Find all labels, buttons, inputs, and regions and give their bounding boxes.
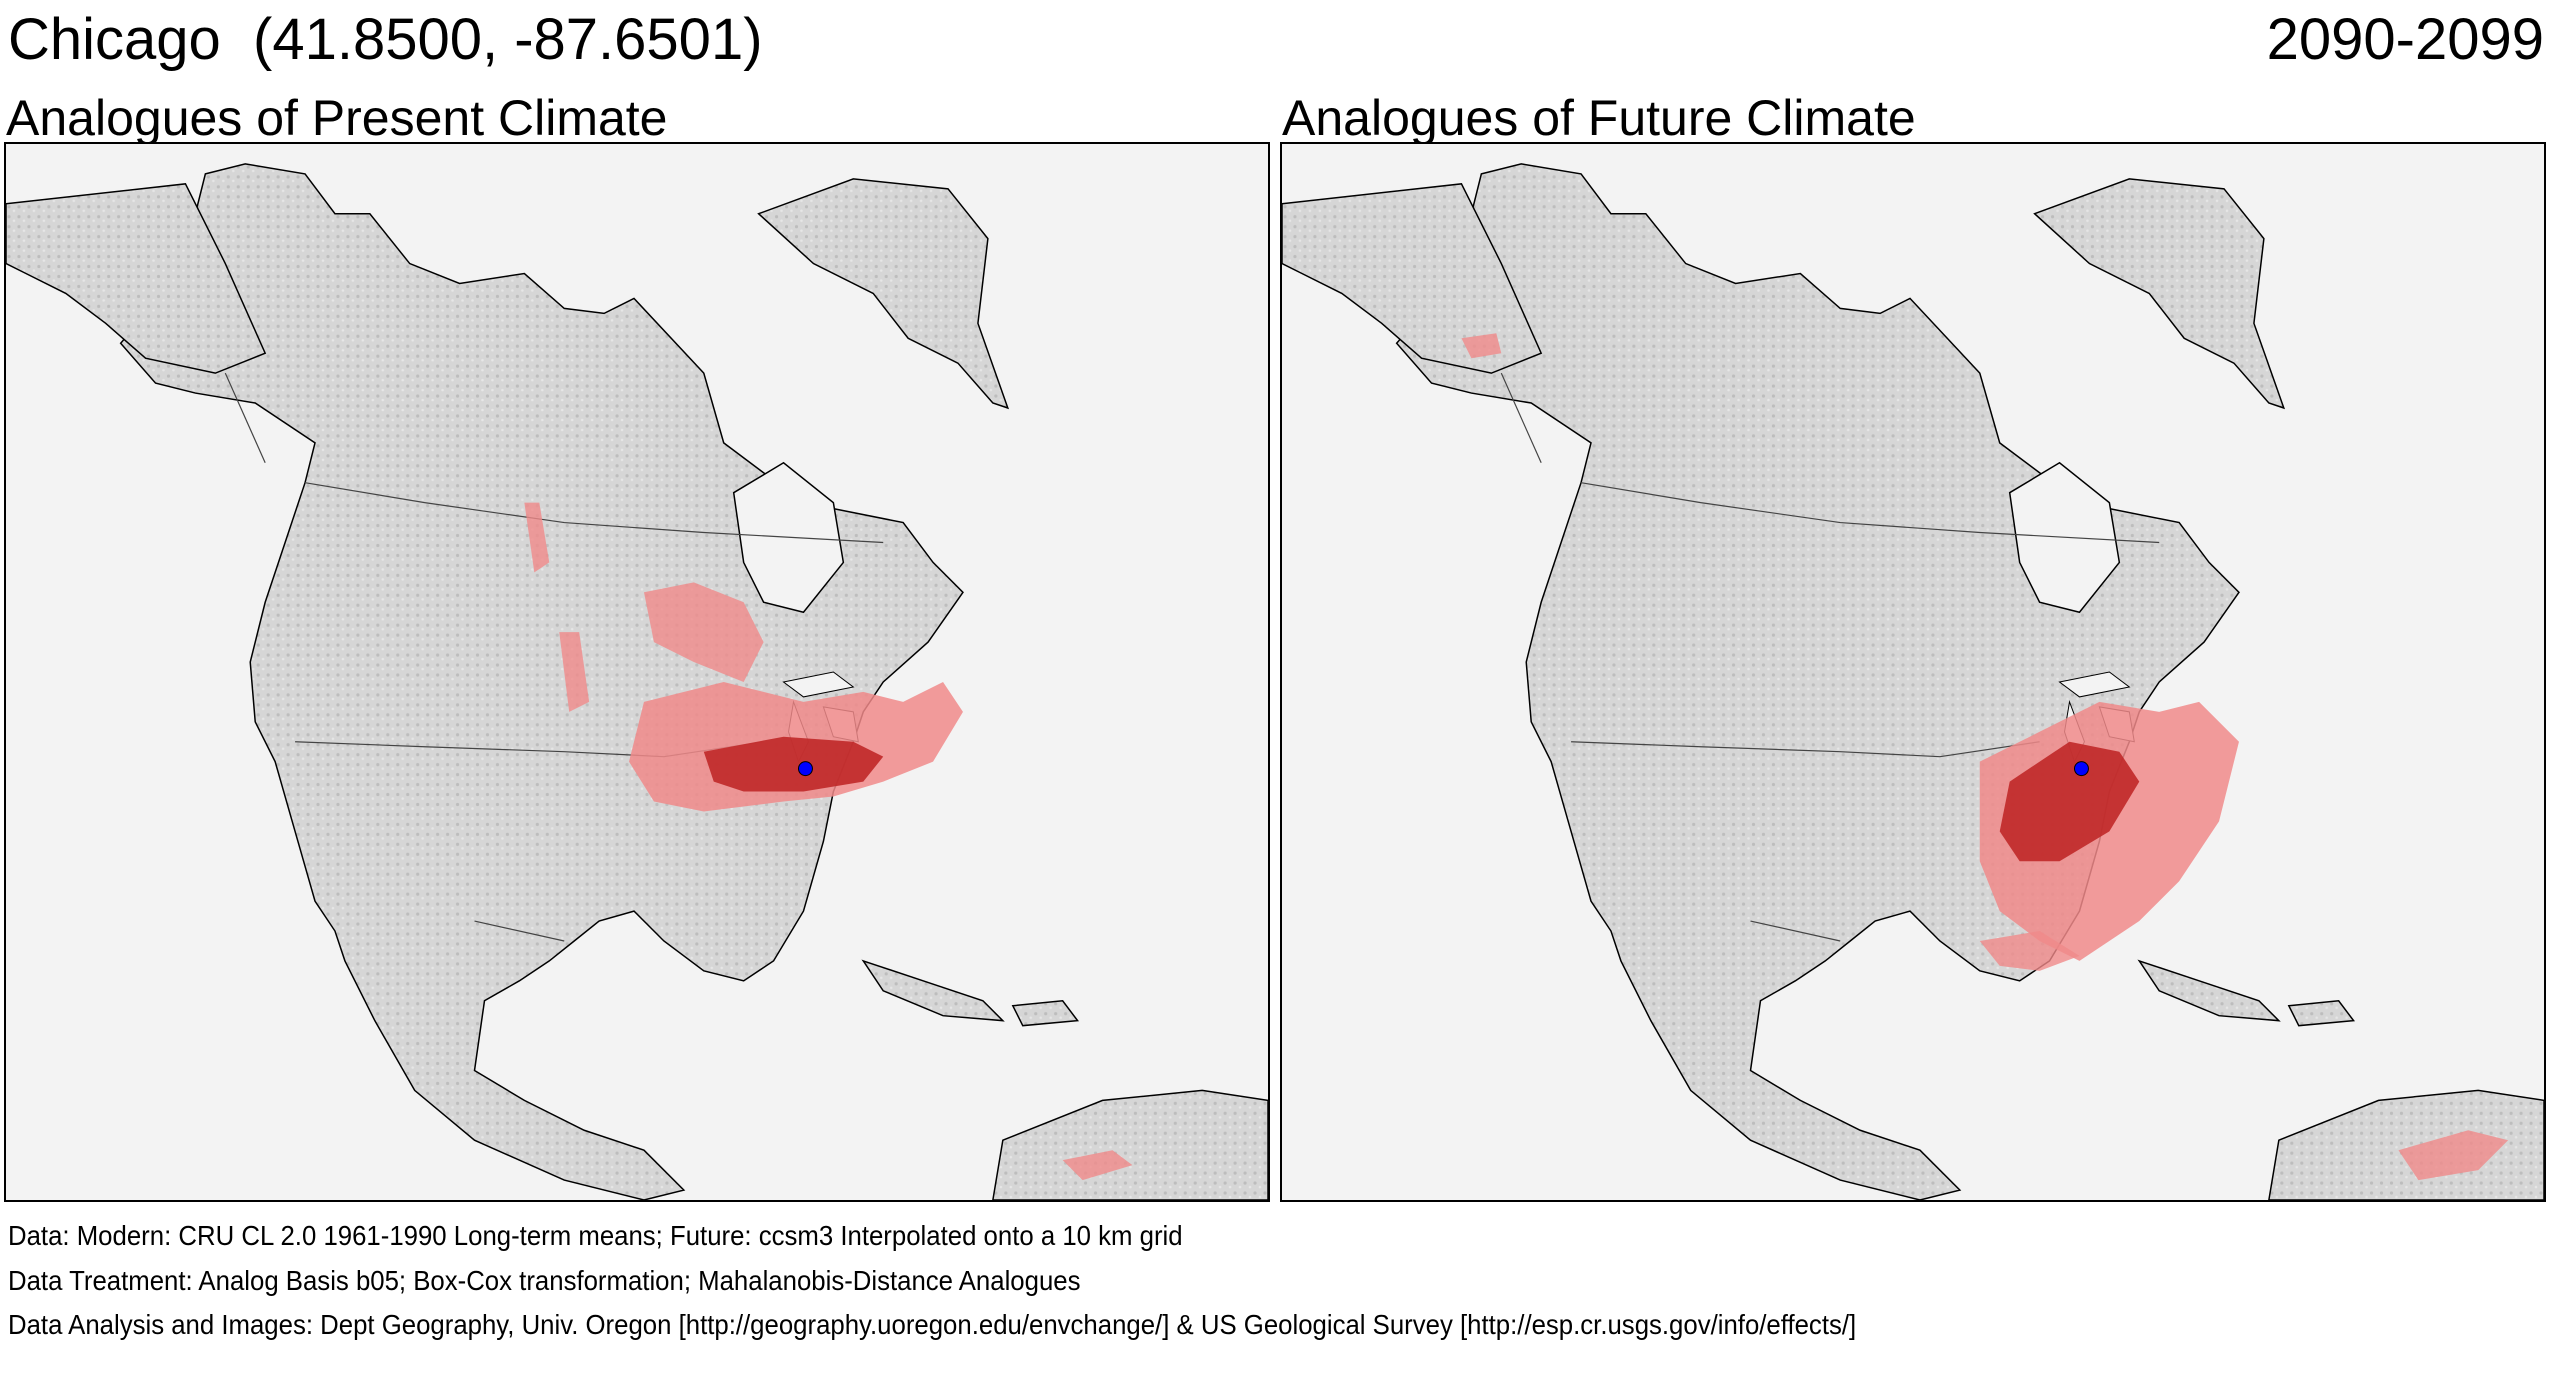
future-climate-panel-title: Analogues of Future Climate bbox=[1282, 90, 1916, 146]
chicago-location-marker bbox=[2073, 761, 2089, 777]
greenland-shape bbox=[757, 178, 1010, 410]
analogue-south-america bbox=[1062, 1150, 1133, 1181]
future-map-svg bbox=[1282, 163, 2544, 1200]
hispaniola-shape bbox=[1011, 999, 1080, 1027]
present-climate-panel-title: Analogues of Present Climate bbox=[6, 90, 668, 146]
data-analysis-note: Data Analysis and Images: Dept Geography… bbox=[8, 1309, 1857, 1340]
analogue-regions bbox=[1461, 333, 2509, 1181]
analogue-dark-core bbox=[1999, 741, 2140, 862]
future-climate-map bbox=[1280, 142, 2546, 1202]
greenland-shape bbox=[2033, 178, 2286, 410]
south-america-shape bbox=[2268, 1089, 2544, 1200]
data-treatment-note: Data Treatment: Analog Basis b05; Box-Co… bbox=[8, 1265, 1081, 1296]
land-masses bbox=[6, 163, 1268, 1200]
analogue-regions bbox=[524, 502, 1133, 1181]
north-america-shape bbox=[119, 163, 964, 1200]
south-america-shape bbox=[992, 1089, 1268, 1200]
hispaniola-shape bbox=[2287, 999, 2356, 1027]
analogue-dark-core bbox=[703, 736, 884, 792]
analogue-light-north bbox=[643, 582, 764, 682]
present-climate-map bbox=[4, 142, 1270, 1202]
page-title: Chicago (41.8500, -87.6501) bbox=[8, 7, 763, 72]
data-source-note: Data: Modern: CRU CL 2.0 1961-1990 Long-… bbox=[8, 1220, 1183, 1251]
analogue-light-alaska bbox=[1461, 333, 1502, 359]
chicago-location-marker bbox=[797, 761, 813, 777]
land-masses bbox=[1282, 163, 2544, 1200]
analogue-south-america bbox=[2398, 1130, 2509, 1181]
alaska-shape bbox=[1282, 183, 1543, 374]
time-period-label: 2090-2099 bbox=[2266, 7, 2544, 72]
alaska-shape bbox=[6, 183, 267, 374]
cuba-shape bbox=[2137, 959, 2281, 1022]
analogue-light-west-1 bbox=[524, 502, 550, 573]
political-borders bbox=[1500, 372, 2160, 942]
cuba-shape bbox=[861, 959, 1005, 1022]
analogue-light-gulf-coast bbox=[1979, 931, 2080, 971]
present-map-svg bbox=[6, 163, 1268, 1200]
